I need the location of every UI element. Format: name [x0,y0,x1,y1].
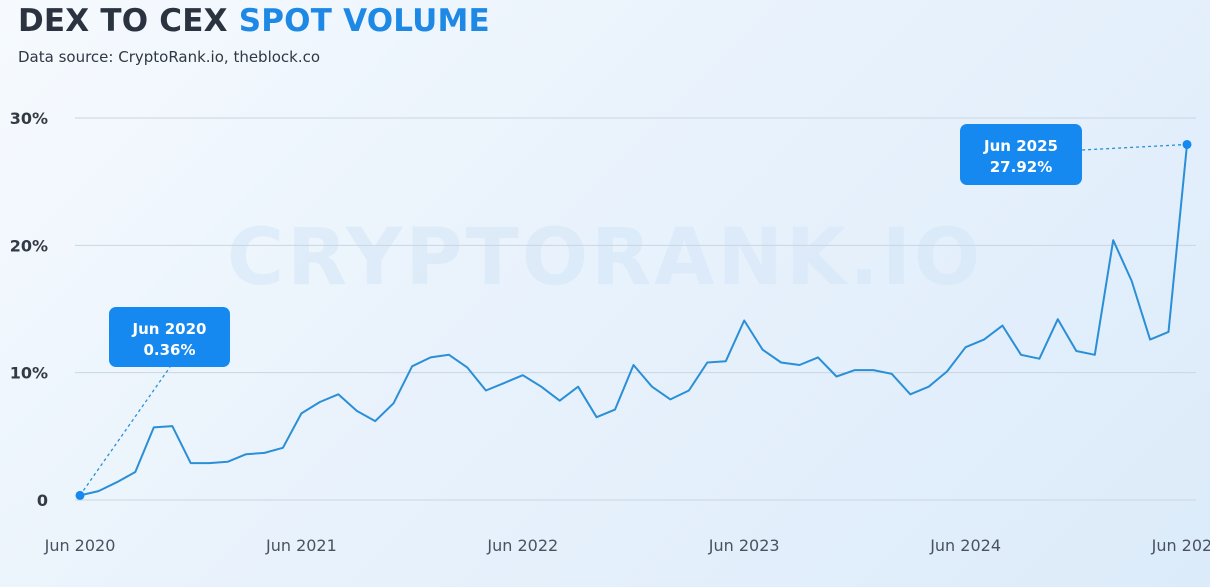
chart-title: DEX TO CEX SPOT VOLUME [18,2,490,40]
endpoint-marker [1182,139,1192,149]
data-point [465,366,469,370]
callout-date: Jun 2025 [983,137,1058,155]
data-point [115,480,119,484]
callout-leader [79,366,171,496]
callout-leader [1081,143,1188,151]
y-tick-label: 0 [37,491,48,510]
y-tick-label: 10% [10,364,48,383]
data-point [853,368,857,372]
x-tick-label: Jun 2022 [486,536,558,555]
data-point [299,411,303,415]
data-point [484,388,488,392]
watermark: CRYPTORANK.IO [227,213,983,303]
data-point [502,381,506,385]
data-point [742,318,746,322]
chart-subtitle: Data source: CryptoRank.io, theblock.co [18,48,321,66]
data-point [1074,349,1078,353]
data-point [1037,357,1041,361]
data-point [133,470,137,474]
data-point [1111,238,1115,242]
y-tick-label: 30% [10,109,48,128]
data-point [355,409,359,413]
data-point [410,364,414,368]
data-point [336,392,340,396]
x-tick-label: Jun 2020 [44,536,116,555]
data-point [576,385,580,389]
data-point [798,363,802,367]
data-point [724,359,728,363]
data-point [632,363,636,367]
data-point [1130,279,1134,283]
data-point [945,369,949,373]
data-point [207,461,211,465]
data-point [558,399,562,403]
data-point [816,355,820,359]
data-point [595,415,599,419]
data-point [964,345,968,349]
data-point [1019,353,1023,357]
data-point [890,372,894,376]
callout-date: Jun 2020 [132,320,207,338]
data-point [761,348,765,352]
data-point [705,360,709,364]
x-tick-label: Jun 2025 [1151,536,1210,555]
callout-box: Jun 2020 0.36% [109,307,230,367]
callout-box: Jun 2025 27.92% [960,124,1082,185]
data-point [392,401,396,405]
data-point [429,355,433,359]
data-point [539,385,543,389]
data-point [613,408,617,412]
data-point [871,368,875,372]
data-point [281,446,285,450]
data-point [668,397,672,401]
data-point [1001,324,1005,328]
series-line [79,143,1188,497]
data-point [1148,338,1152,342]
data-point [1093,353,1097,357]
callout-background [960,124,1082,185]
callout-value: 0.36% [143,341,195,359]
data-point [1056,317,1060,321]
data-point [152,425,156,429]
data-point [687,388,691,392]
endpoint-marker [75,490,85,500]
data-point [1167,330,1171,334]
y-tick-label: 20% [10,236,48,255]
x-tick-label: Jun 2024 [929,536,1001,555]
data-point [521,373,525,377]
data-point [447,353,451,357]
data-point [779,360,783,364]
data-point [373,419,377,423]
data-point [96,489,100,493]
data-point [170,424,174,428]
data-point [244,452,248,456]
x-tick-label: Jun 2023 [708,536,780,555]
data-point [650,385,654,389]
callout-value: 27.92% [990,158,1052,176]
callout-background [109,307,230,367]
data-point [834,374,838,378]
x-tick-label: Jun 2021 [265,536,337,555]
data-point [189,461,193,465]
data-point [982,338,986,342]
data-point [263,451,267,455]
chart-title-part1: DEX TO CEX [18,3,228,39]
data-point [318,400,322,404]
chart-title-part2: SPOT VOLUME [238,3,490,39]
data-point [927,385,931,389]
data-point [908,392,912,396]
data-point [226,460,230,464]
